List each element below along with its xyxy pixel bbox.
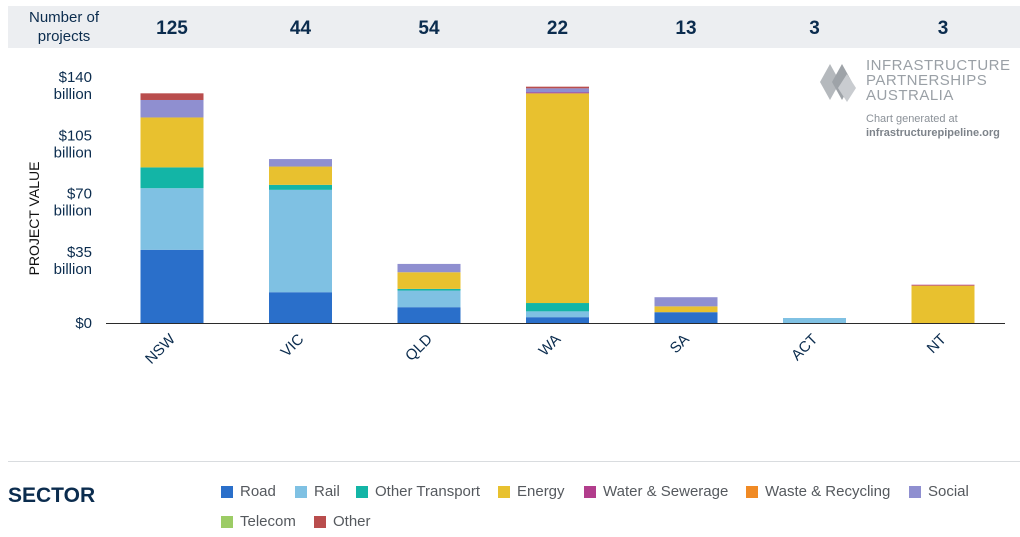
site-link[interactable]: infrastructurepipeline.org bbox=[866, 127, 1000, 139]
bar-nsw-other bbox=[140, 93, 204, 100]
legend-label: Telecom bbox=[240, 513, 296, 530]
y-tick-label: $35 billion bbox=[54, 244, 92, 278]
project-count-qld: 54 bbox=[418, 18, 440, 39]
y-axis-title: PROJECT VALUE bbox=[26, 162, 42, 276]
bar-wa-other bbox=[526, 86, 589, 89]
bar-qld-social bbox=[397, 263, 461, 273]
project-count-sa: 13 bbox=[675, 18, 697, 39]
legend-divider bbox=[8, 461, 1020, 462]
legend-title: SECTOR bbox=[8, 484, 96, 507]
legend-item-other[interactable]: Other bbox=[314, 513, 371, 530]
bar-nsw-social bbox=[140, 99, 204, 118]
bar-sa-road bbox=[654, 312, 718, 323]
legend-label: Waste & Recycling bbox=[765, 483, 891, 500]
bar-wa-other-transport bbox=[526, 303, 589, 312]
project-count-vic: 44 bbox=[289, 18, 312, 39]
legend-item-telecom[interactable]: Telecom bbox=[221, 513, 296, 530]
logo-wordmark: INFRASTRUCTURE PARTNERSHIPS AUSTRALIA bbox=[866, 58, 1011, 103]
legend-swatch bbox=[356, 485, 368, 498]
stacked-bar-chart: $0 $35 billion $70 billion $105 billion $140 bil… bbox=[26, 69, 1005, 368]
bar-wa-social bbox=[526, 88, 589, 93]
y-tick-label: $140 billion bbox=[54, 69, 92, 103]
legend-item-energy[interactable]: Energy bbox=[498, 483, 565, 500]
bar-qld-energy bbox=[397, 272, 461, 289]
logo-line-1: INFRASTRUCTURE bbox=[866, 57, 1011, 74]
legend-item-other-transport[interactable]: Other Transport bbox=[356, 483, 480, 500]
bar-qld-road bbox=[397, 307, 461, 323]
logo-line-3: AUSTRALIA bbox=[866, 87, 954, 104]
legend-label: Rail bbox=[314, 483, 340, 500]
legend-swatch bbox=[314, 515, 326, 528]
legend-label: Road bbox=[240, 483, 276, 500]
legend-item-road[interactable]: Road bbox=[221, 483, 276, 500]
legend-label: Other Transport bbox=[375, 483, 481, 500]
legend-swatch bbox=[498, 485, 510, 498]
legend-swatch bbox=[295, 485, 307, 498]
legend-label: Water & Sewerage bbox=[603, 483, 729, 500]
y-tick-label: $0 bbox=[75, 315, 92, 332]
bar-sa-social bbox=[654, 297, 718, 307]
project-count-nsw: 125 bbox=[156, 18, 188, 39]
bar-act-rail bbox=[783, 318, 846, 323]
legend-label: Other bbox=[333, 513, 371, 530]
logo-attribution: Chart generated at infrastructurepipelin… bbox=[866, 112, 1000, 140]
y-tick-label: $105 billion bbox=[54, 127, 92, 161]
bar-nsw-other-transport bbox=[140, 167, 204, 189]
bar-nsw-energy bbox=[140, 117, 204, 168]
bar-vic-social bbox=[269, 159, 332, 167]
legend-swatch bbox=[909, 485, 921, 498]
bar-sa-energy bbox=[654, 306, 718, 313]
bar-vic-energy bbox=[269, 166, 332, 185]
bar-qld-rail bbox=[397, 290, 461, 308]
bar-vic-rail bbox=[269, 189, 332, 293]
legend-item-waste-and-recycling[interactable]: Waste & Recycling bbox=[746, 483, 890, 500]
x-tick-label-act: ACT bbox=[788, 331, 821, 364]
x-tick-label-nsw: NSW bbox=[142, 330, 179, 367]
chart-generated-label: Chart generated at bbox=[866, 113, 958, 125]
legend-swatch bbox=[221, 485, 233, 498]
x-tick-label-vic: VIC bbox=[278, 331, 308, 361]
ipa-logo: INFRASTRUCTURE PARTNERSHIPS AUSTRALIA Ch… bbox=[818, 58, 1018, 148]
bar-nt-energy bbox=[911, 285, 975, 323]
bar-nt-water-and-sewerage bbox=[911, 284, 975, 286]
legend-label: Social bbox=[928, 483, 969, 500]
bar-qld-other-transport bbox=[397, 288, 461, 291]
bar-wa-water-and-sewerage bbox=[526, 92, 589, 94]
legend-item-water-and-sewerage[interactable]: Water & Sewerage bbox=[584, 483, 728, 500]
legend-swatch bbox=[746, 485, 758, 498]
bar-vic-road bbox=[269, 292, 332, 323]
logo-line-2: PARTNERSHIPS bbox=[866, 72, 988, 89]
x-tick-label-sa: SA bbox=[667, 331, 693, 357]
legend-swatch bbox=[221, 515, 233, 528]
bar-wa-energy bbox=[526, 93, 589, 304]
project-count-wa: 22 bbox=[546, 18, 569, 39]
legend-item-rail[interactable]: Rail bbox=[295, 483, 340, 500]
ipa-diamond-logo-icon bbox=[820, 64, 856, 102]
bar-wa-rail bbox=[526, 311, 589, 318]
legend-item-social[interactable]: Social bbox=[909, 483, 969, 500]
x-tick-label-wa: WA bbox=[536, 331, 565, 360]
x-tick-label-qld: QLD bbox=[402, 331, 436, 365]
project-count-label: Number of projects bbox=[28, 9, 100, 45]
y-tick-label: $70 billion bbox=[54, 186, 92, 220]
project-count-nt: 3 bbox=[937, 18, 949, 39]
bar-nsw-rail bbox=[140, 188, 204, 250]
bar-nsw-road bbox=[140, 249, 204, 323]
project-count-band: Number of projects 125 44 54 22 13 3 3 bbox=[8, 6, 1020, 48]
bar-vic-other-transport bbox=[269, 184, 332, 190]
legend-label: Energy bbox=[517, 483, 565, 500]
legend-swatch bbox=[584, 485, 596, 498]
bar-wa-road bbox=[526, 317, 589, 323]
project-count-act: 3 bbox=[809, 18, 820, 39]
x-tick-label-nt: NT bbox=[924, 331, 950, 357]
